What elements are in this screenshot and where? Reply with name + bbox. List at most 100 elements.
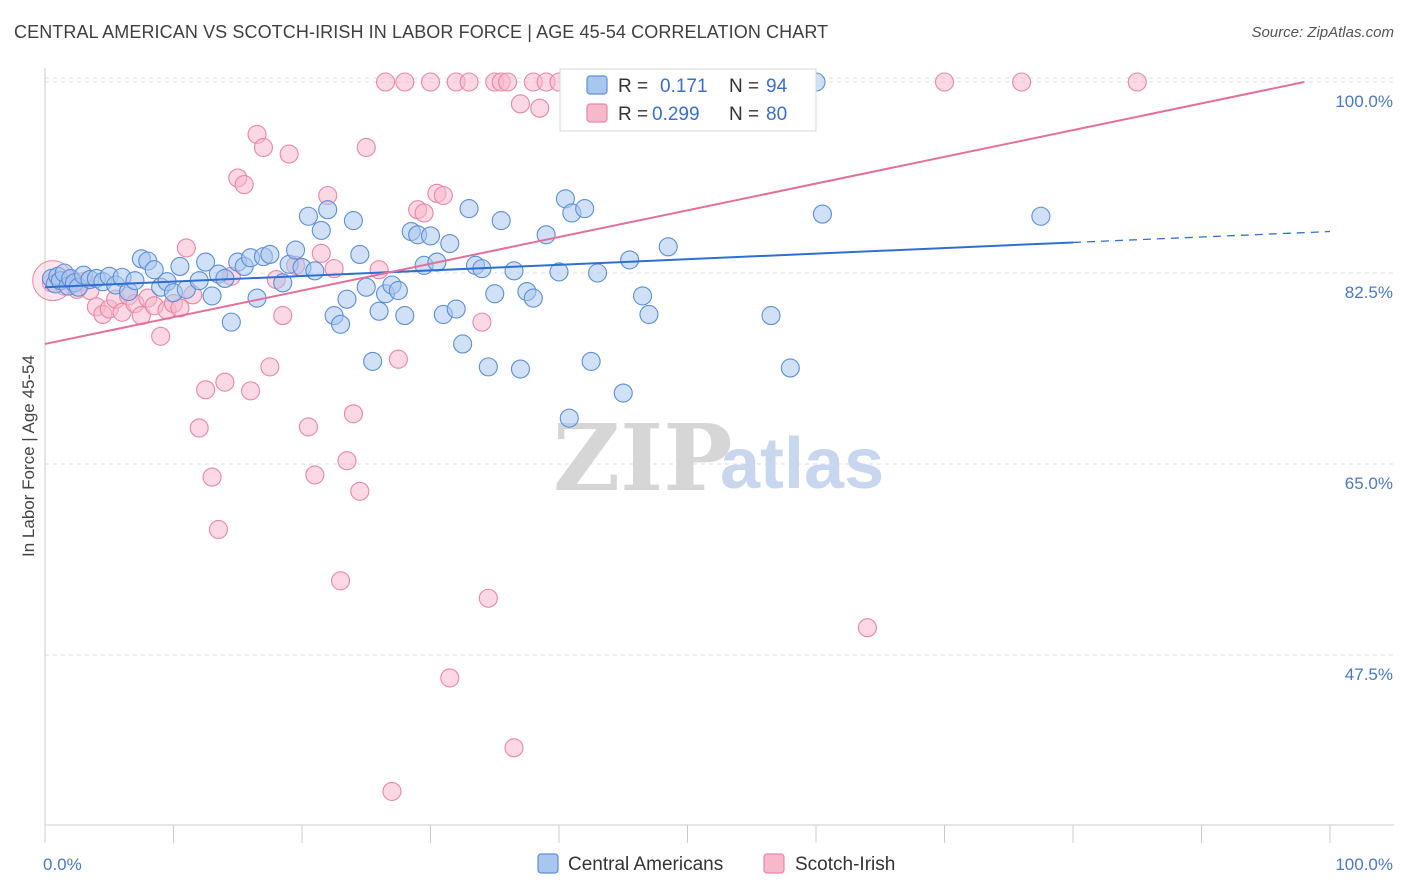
central-american-point — [350, 244, 370, 264]
central-american-point — [273, 273, 293, 293]
scotch-irish-point — [510, 94, 531, 114]
central-american-point — [478, 357, 498, 377]
central-american-point — [369, 301, 389, 321]
y-tick-label: 65.0% — [1345, 474, 1393, 493]
trend-line-scotch — [44, 81, 1305, 345]
watermark: ZIP atlas — [553, 404, 884, 512]
scotch-irish-point — [440, 668, 460, 688]
scotch-irish-point — [420, 72, 441, 92]
scotch-irish-point — [196, 380, 216, 400]
central-american-point — [575, 199, 595, 219]
central-american-point — [523, 288, 543, 308]
central-american-point — [559, 408, 579, 428]
central-american-point — [337, 289, 357, 309]
legend-n-value-scotch: 80 — [766, 104, 787, 125]
scotch-irish-point — [934, 72, 955, 92]
central-american-point — [1031, 206, 1051, 226]
x-tick-label-min: 0.0% — [43, 855, 82, 874]
scotch-irish-point — [260, 357, 280, 377]
y-tick-label: 47.5% — [1345, 665, 1393, 684]
scotch-irish-point — [395, 72, 415, 92]
scotch-irish-point — [311, 243, 331, 263]
central-american-point — [144, 260, 164, 280]
scotch-irish-point — [215, 372, 235, 392]
scotch-irish-point — [279, 144, 299, 164]
scotch-irish-point — [343, 404, 363, 424]
scotch-irish-point — [350, 481, 370, 501]
central-american-point — [485, 284, 505, 304]
scotch-irish-point — [337, 451, 357, 471]
central-american-point — [356, 277, 376, 297]
scotch-irish-point — [857, 618, 877, 638]
scotch-irish-point — [330, 571, 351, 591]
legend-swatch-central — [586, 75, 608, 95]
central-american-point — [440, 233, 460, 254]
scotch-irish-point — [305, 465, 325, 485]
central-american-point — [581, 351, 601, 371]
trend-lines — [44, 81, 1331, 345]
axis-layer: 100.0% 82.5% 65.0% 47.5% 0.0% 100.0% — [43, 68, 1394, 874]
scotch-irish-point — [189, 418, 209, 438]
scotch-irish-point — [433, 185, 453, 206]
central-american-point — [221, 312, 241, 332]
scotch-irish-point — [388, 349, 408, 369]
central-american-point — [812, 204, 832, 224]
bottom-legend: Central Americans Scotch-Irish — [537, 853, 895, 875]
scotch-irish-point — [478, 588, 498, 608]
scotch-irish-point — [298, 417, 318, 437]
central-american-point — [420, 226, 441, 246]
scotch-irish-point — [472, 312, 492, 332]
scotch-irish-point — [324, 259, 344, 279]
legend-n-label-scotch: N = — [729, 104, 759, 125]
scotch-irish-point — [253, 137, 274, 158]
bottom-legend-label-central: Central Americans — [568, 854, 723, 875]
central-american-point — [504, 261, 524, 281]
scotch-irish-point — [498, 72, 518, 92]
central-american-point — [620, 250, 640, 270]
scotch-irish-point — [208, 519, 229, 540]
central-american-point — [491, 211, 511, 231]
central-american-point — [761, 306, 781, 326]
central-american-point — [446, 299, 466, 319]
scotch-irish-point — [151, 326, 171, 346]
legend-r-value-central: 0.171 — [660, 76, 708, 97]
central-american-point — [298, 206, 318, 226]
central-american-point — [658, 237, 678, 257]
legend-n-value-central: 94 — [766, 76, 788, 97]
central-american-point — [170, 256, 190, 277]
chart-title: CENTRAL AMERICAN VS SCOTCH-IRISH IN LABO… — [14, 22, 829, 42]
scotch-irish-point — [1127, 72, 1147, 92]
watermark-zip: ZIP — [553, 404, 732, 512]
central-american-point — [510, 359, 531, 379]
central-american-point — [311, 220, 331, 240]
scotch-irish-point — [375, 72, 396, 92]
bottom-legend-swatch-central — [537, 853, 559, 874]
scotch-irish-point — [356, 137, 376, 158]
y-axis-label: In Labor Force | Age 45-54 — [19, 355, 38, 557]
scotch-irish-point — [176, 238, 196, 258]
scotch-irish-point — [241, 381, 261, 401]
series-central-americans-points — [41, 72, 1051, 428]
central-american-point — [202, 286, 222, 306]
y-tick-label: 100.0% — [1335, 92, 1393, 111]
central-american-point — [260, 244, 280, 264]
central-american-point — [330, 314, 351, 334]
central-american-point — [587, 263, 608, 283]
legend-swatch-scotch — [586, 103, 608, 123]
central-american-point — [305, 261, 325, 281]
scotch-irish-point — [414, 203, 434, 223]
scotch-irish-point — [202, 467, 222, 487]
y-tick-label: 82.5% — [1345, 283, 1393, 302]
scotch-irish-point — [530, 98, 550, 118]
central-american-point — [639, 304, 659, 325]
central-american-point — [453, 334, 473, 354]
scotch-irish-point — [459, 72, 479, 92]
central-american-point — [388, 280, 408, 301]
grid-layer — [45, 77, 1394, 656]
trend-line-central-extension — [1072, 230, 1331, 244]
legend-r-label-central: R = — [618, 76, 648, 97]
x-tick-label-max: 100.0% — [1335, 855, 1393, 874]
bottom-legend-label-scotch: Scotch-Irish — [795, 854, 895, 875]
central-american-point — [286, 240, 306, 260]
